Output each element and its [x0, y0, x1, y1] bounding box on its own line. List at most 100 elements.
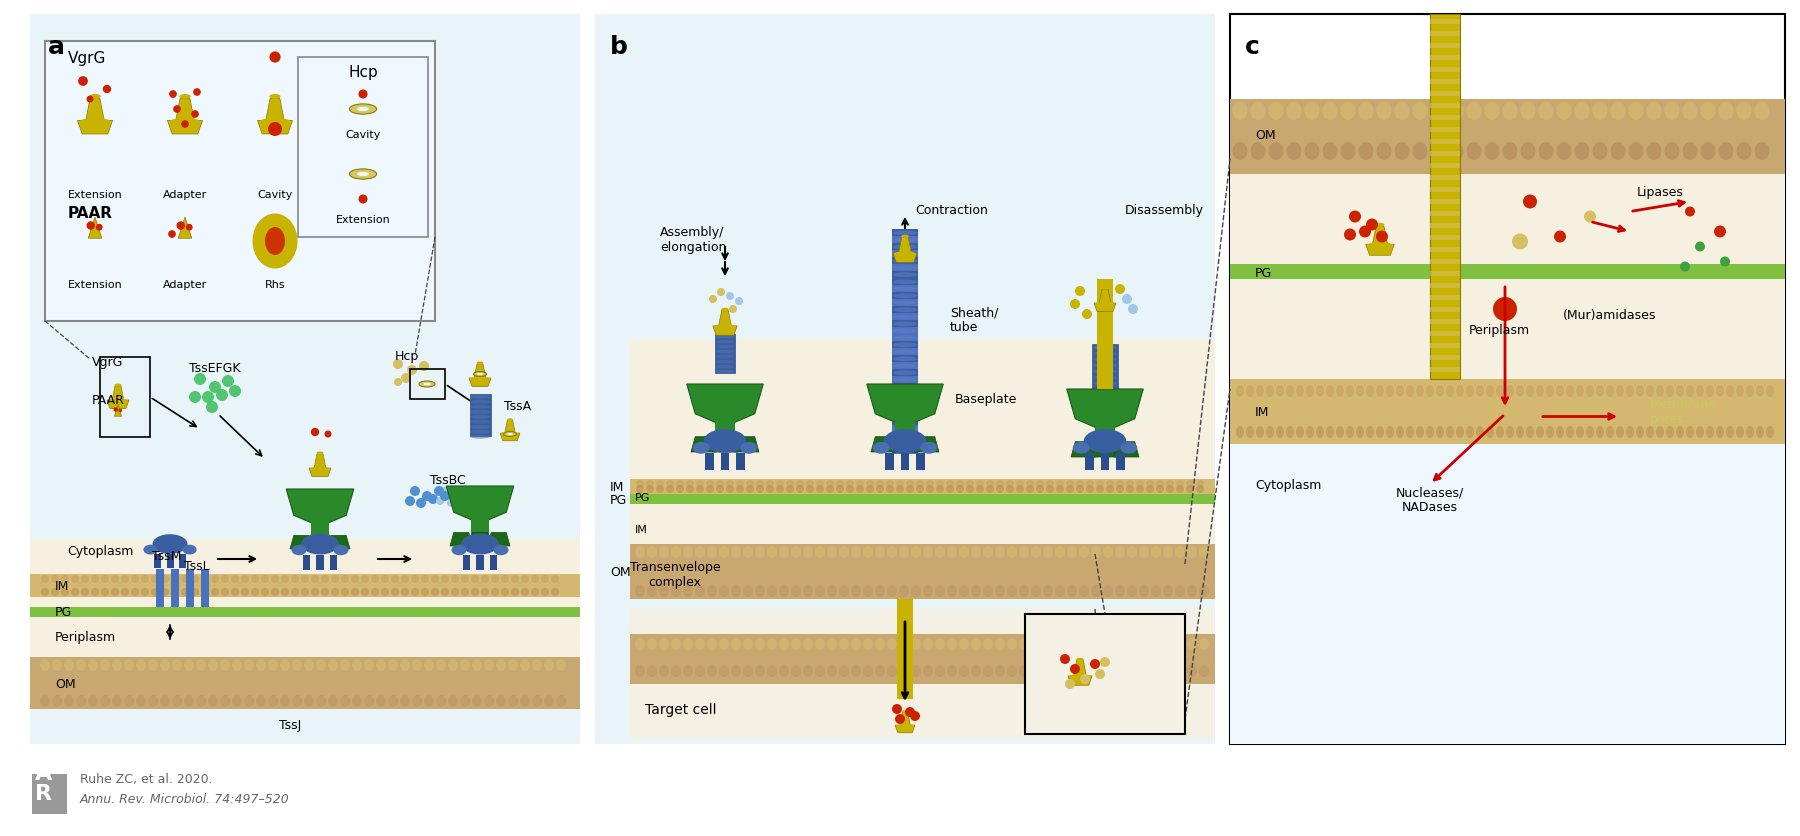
Bar — [1429, 319, 1460, 324]
Bar — [1429, 272, 1460, 277]
Bar — [891, 432, 918, 440]
Circle shape — [86, 222, 95, 231]
Ellipse shape — [301, 534, 338, 555]
Ellipse shape — [986, 481, 994, 488]
Ellipse shape — [983, 585, 994, 597]
Bar — [1429, 128, 1460, 133]
Ellipse shape — [268, 660, 277, 671]
Bar — [891, 265, 918, 273]
Ellipse shape — [826, 665, 837, 677]
Ellipse shape — [1046, 486, 1055, 493]
Polygon shape — [77, 121, 113, 135]
Bar — [1429, 236, 1460, 241]
Ellipse shape — [947, 547, 958, 558]
Ellipse shape — [1147, 481, 1154, 488]
Circle shape — [428, 494, 437, 504]
Ellipse shape — [333, 545, 349, 556]
Ellipse shape — [1093, 352, 1116, 356]
Ellipse shape — [160, 660, 169, 671]
Bar — [715, 334, 734, 374]
Bar — [1429, 68, 1460, 73]
Ellipse shape — [452, 589, 459, 596]
Ellipse shape — [1539, 103, 1553, 121]
Ellipse shape — [866, 486, 875, 493]
Ellipse shape — [682, 665, 693, 677]
Text: VgrG: VgrG — [92, 355, 124, 368]
Bar — [1102, 453, 1109, 471]
Bar — [891, 286, 918, 293]
Ellipse shape — [754, 585, 765, 597]
Ellipse shape — [1256, 385, 1264, 398]
Ellipse shape — [90, 95, 101, 99]
Bar — [1429, 260, 1460, 265]
Text: Cytoplasm: Cytoplasm — [67, 545, 133, 558]
Circle shape — [191, 111, 198, 119]
Ellipse shape — [686, 481, 695, 488]
Ellipse shape — [1417, 426, 1424, 438]
Bar — [715, 415, 734, 440]
Bar — [101, 358, 149, 437]
Ellipse shape — [40, 696, 50, 707]
Bar — [630, 544, 1215, 599]
Bar — [1429, 164, 1460, 169]
Ellipse shape — [544, 696, 554, 707]
Ellipse shape — [1116, 481, 1123, 488]
Ellipse shape — [718, 638, 729, 650]
Circle shape — [221, 375, 234, 388]
Ellipse shape — [790, 638, 801, 650]
Ellipse shape — [796, 481, 805, 488]
Ellipse shape — [956, 486, 965, 493]
Bar — [1429, 56, 1460, 61]
Ellipse shape — [50, 589, 59, 596]
Ellipse shape — [893, 399, 918, 404]
Circle shape — [709, 296, 716, 303]
Ellipse shape — [718, 547, 729, 558]
Ellipse shape — [112, 660, 122, 671]
Ellipse shape — [826, 547, 837, 558]
Bar — [1429, 332, 1460, 337]
Ellipse shape — [697, 486, 704, 493]
Ellipse shape — [92, 589, 99, 596]
Ellipse shape — [1287, 103, 1301, 121]
Text: Transenvelope
complex: Transenvelope complex — [630, 560, 720, 589]
Ellipse shape — [1766, 426, 1775, 438]
Polygon shape — [913, 437, 940, 452]
Circle shape — [416, 498, 427, 508]
Ellipse shape — [1175, 585, 1184, 597]
Ellipse shape — [364, 696, 374, 707]
Text: Target cell: Target cell — [644, 702, 716, 716]
Ellipse shape — [1366, 385, 1373, 398]
Ellipse shape — [995, 665, 1004, 677]
Ellipse shape — [497, 660, 506, 671]
Ellipse shape — [112, 696, 122, 707]
Ellipse shape — [718, 585, 729, 597]
Ellipse shape — [1287, 143, 1301, 161]
Ellipse shape — [875, 638, 886, 650]
Ellipse shape — [851, 638, 860, 650]
Ellipse shape — [666, 486, 673, 493]
Text: Nucleases/
NADases: Nucleases/ NADases — [1395, 486, 1463, 513]
Ellipse shape — [803, 547, 814, 558]
Ellipse shape — [108, 399, 128, 404]
Ellipse shape — [1114, 665, 1125, 677]
Bar — [1429, 344, 1460, 349]
Ellipse shape — [1265, 385, 1274, 398]
Bar — [1093, 344, 1118, 395]
Bar — [1429, 44, 1460, 49]
Bar — [891, 405, 918, 412]
Ellipse shape — [1186, 481, 1193, 488]
Ellipse shape — [331, 589, 338, 596]
Ellipse shape — [1055, 585, 1066, 597]
Ellipse shape — [839, 585, 850, 597]
Ellipse shape — [1577, 385, 1584, 398]
Ellipse shape — [736, 486, 743, 493]
Ellipse shape — [893, 357, 918, 362]
Ellipse shape — [1366, 243, 1393, 249]
Ellipse shape — [401, 575, 409, 584]
Ellipse shape — [340, 589, 349, 596]
Ellipse shape — [1456, 426, 1463, 438]
Ellipse shape — [898, 547, 909, 558]
Ellipse shape — [1496, 426, 1505, 438]
Ellipse shape — [1336, 385, 1345, 398]
Ellipse shape — [1156, 486, 1165, 493]
